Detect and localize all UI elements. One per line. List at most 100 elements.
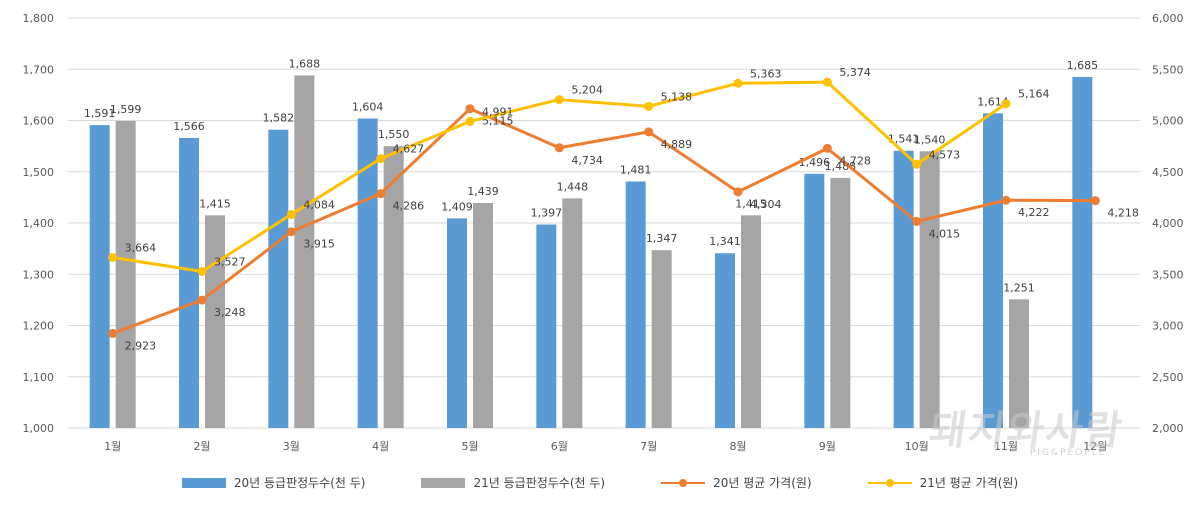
bar-data-label: 1,604 xyxy=(352,100,384,113)
line-point xyxy=(465,104,475,114)
line-data-label: 4,573 xyxy=(929,148,961,161)
chart-svg: 1,000 2,000 1,100 2,500 1,200 3,000 1,300 3,500… xyxy=(23,12,1184,453)
line-data-label: 5,363 xyxy=(750,67,782,80)
bar-data-label: 1,409 xyxy=(441,200,473,213)
line-point xyxy=(376,189,386,199)
bar-data-label: 1,599 xyxy=(110,103,142,116)
bar-data-label: 1,415 xyxy=(199,197,231,210)
x-tick-label: 5월 xyxy=(461,440,478,453)
bar-data-label: 1,415 xyxy=(735,197,767,210)
x-tick-label: 1월 xyxy=(104,440,121,453)
bar xyxy=(473,203,493,428)
bar-data-label: 1,341 xyxy=(709,235,741,248)
legend-label-21-count: 21년 등급판정두수(천 두) xyxy=(473,476,606,490)
line-data-label: 4,222 xyxy=(1018,206,1050,219)
bar-data-label: 1,448 xyxy=(557,180,589,193)
y-right-tick-label: 2,000 xyxy=(1152,422,1184,435)
x-tick-label: 4월 xyxy=(372,440,389,453)
legend: 20년 등급판정두수(천 두) 21년 등급판정두수(천 두) 20년 평균 가… xyxy=(0,474,1200,491)
y-right-tick-label: 5,000 xyxy=(1152,115,1184,128)
legend-item-21-price: 21년 평균 가격(원) xyxy=(867,474,1019,491)
bar-data-label: 1,541 xyxy=(888,133,920,146)
y-right-tick-label: 6,000 xyxy=(1152,12,1184,25)
line-data-label: 4,734 xyxy=(571,154,603,167)
legend-item-20-price: 20년 평균 가격(원) xyxy=(661,474,812,491)
line-point xyxy=(733,78,743,88)
bar xyxy=(983,113,1003,428)
y-left-tick-label: 1,100 xyxy=(23,371,55,384)
y-left-tick-label: 1,600 xyxy=(23,115,55,128)
bar-data-label: 1,397 xyxy=(531,207,563,220)
y-left-tick-label: 1,200 xyxy=(23,320,55,333)
bar-data-label: 1,688 xyxy=(289,57,321,70)
line-point xyxy=(286,209,296,219)
bar xyxy=(294,75,315,429)
series-line xyxy=(112,80,1007,273)
bar xyxy=(919,151,940,428)
line-point xyxy=(197,295,207,305)
line-data-label: 4,728 xyxy=(839,154,871,167)
bar xyxy=(357,118,378,428)
bar xyxy=(536,224,557,428)
line-point xyxy=(108,252,118,262)
bar xyxy=(651,250,672,428)
x-tick-label: 8월 xyxy=(729,440,746,453)
line-data-label: 4,015 xyxy=(929,227,961,240)
line-point xyxy=(822,143,832,153)
bar xyxy=(179,137,199,429)
bar xyxy=(383,146,404,428)
y-right-tick-label: 3,000 xyxy=(1152,320,1184,333)
line-data-label: 5,204 xyxy=(571,84,603,97)
x-tick-label: 11월 xyxy=(994,440,1018,453)
line-data-label: 3,664 xyxy=(125,241,156,254)
line-point xyxy=(108,328,118,338)
line-point xyxy=(554,95,564,105)
bar-data-label: 1,251 xyxy=(1003,281,1035,294)
watermark-subtext: PIG&PEOPLE xyxy=(1030,448,1107,458)
bar-data-label: 1,439 xyxy=(467,185,499,198)
y-left-tick-label: 1,700 xyxy=(23,63,55,76)
bar-data-label: 1,481 xyxy=(620,163,652,176)
bar xyxy=(268,129,289,428)
line-point xyxy=(1090,196,1100,206)
line-data-label: 4,304 xyxy=(750,198,782,211)
x-tick-label: 9월 xyxy=(819,440,836,453)
line-point xyxy=(822,77,832,87)
bar xyxy=(115,121,136,428)
line-point xyxy=(286,227,296,237)
line-point xyxy=(644,127,654,137)
x-tick-label: 10월 xyxy=(905,440,929,453)
bar xyxy=(1009,299,1029,428)
legend-swatch-21-count xyxy=(421,477,466,488)
line-point xyxy=(1001,195,1011,205)
line-point xyxy=(912,216,922,226)
bar xyxy=(1072,76,1093,428)
line-data-label: 4,991 xyxy=(482,105,514,118)
y-left-tick-label: 1,400 xyxy=(23,217,55,230)
line-point xyxy=(912,159,922,169)
line-data-label: 4,286 xyxy=(393,200,425,213)
bar xyxy=(893,150,914,429)
bar xyxy=(625,181,646,428)
y-right-tick-label: 2,500 xyxy=(1152,371,1184,384)
line-data-label: 3,915 xyxy=(303,238,335,251)
line-point xyxy=(644,101,654,111)
line-data-label: 5,374 xyxy=(839,66,871,79)
line-data-label: 2,923 xyxy=(125,339,156,352)
series-line xyxy=(112,107,1096,335)
legend-label-21-price: 21년 평균 가격(원) xyxy=(919,476,1019,490)
legend-label-20-price: 20년 평균 가격(원) xyxy=(713,476,812,490)
bar-data-label: 1,347 xyxy=(646,232,678,245)
bar-data-label: 1,591 xyxy=(84,107,116,120)
bar xyxy=(447,218,467,428)
y-right-tick-label: 3,500 xyxy=(1152,268,1184,281)
bar xyxy=(830,177,851,428)
line-point xyxy=(733,187,743,197)
bar xyxy=(804,173,825,428)
line-point xyxy=(197,266,207,276)
bar xyxy=(741,215,761,428)
bar xyxy=(89,125,110,429)
legend-swatch-21-price xyxy=(867,478,912,488)
line-data-label: 3,248 xyxy=(214,306,246,319)
